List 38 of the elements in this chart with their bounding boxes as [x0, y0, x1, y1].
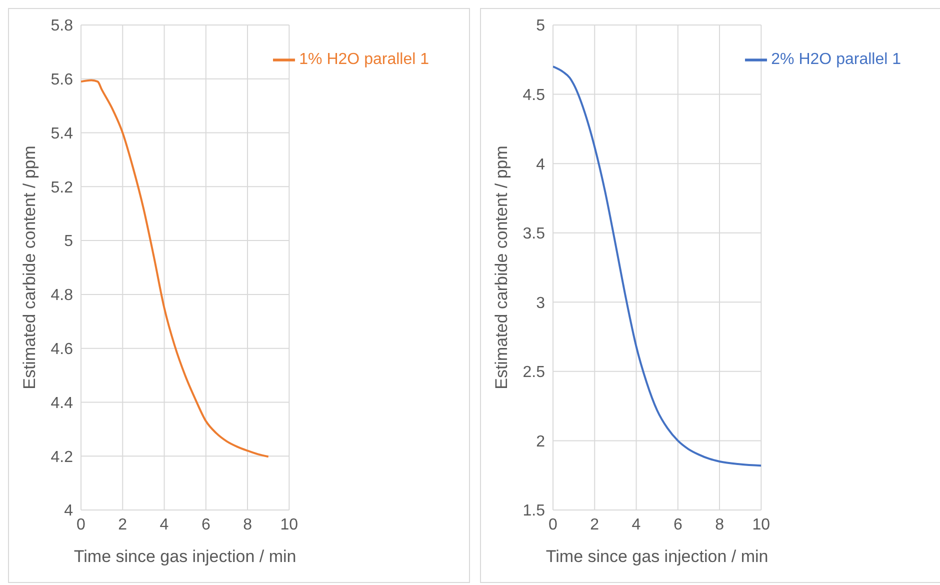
- x-tick-label: 2: [590, 516, 600, 534]
- y-tick-label: 5.6: [50, 72, 74, 89]
- y-tick-label: 2: [536, 433, 546, 450]
- y-tick-label: 5: [64, 233, 74, 250]
- y-tick-label: 4.6: [50, 341, 74, 358]
- y-tick-label: 4.4: [50, 394, 74, 412]
- y-tick-label: 4.2: [50, 448, 74, 466]
- y-tick-label: 2.5: [522, 364, 546, 382]
- x-tick-label: 4: [632, 516, 641, 534]
- y-tick-label: 1.5: [522, 502, 546, 520]
- legend-label: 2% H2O parallel 1: [771, 51, 901, 68]
- x-tick-label: 10: [280, 516, 298, 534]
- x-axis-title: Time since gas injection / min: [546, 547, 768, 566]
- x-tick-label: 2: [118, 516, 128, 534]
- x-tick-label: 0: [548, 516, 558, 534]
- y-tick-label: 5: [536, 18, 546, 35]
- x-tick-label: 6: [201, 516, 210, 534]
- y-tick-label: 5.2: [50, 179, 74, 196]
- y-tick-label: 4.8: [50, 287, 74, 304]
- y-axis-title: Estimated carbide content / ppm: [492, 146, 512, 390]
- x-tick-label: 0: [76, 516, 86, 534]
- y-axis-title: Estimated carbide content / ppm: [20, 146, 40, 390]
- line-series: [81, 79, 270, 458]
- x-tick-label: 8: [243, 516, 252, 534]
- y-tick-label: 4: [64, 502, 74, 520]
- y-tick-label: 4: [536, 156, 546, 174]
- y-tick-label: 3: [536, 294, 546, 312]
- y-tick-label: 5.4: [50, 125, 74, 142]
- x-axis-title: Time since gas injection / min: [74, 547, 296, 566]
- x-tick-label: 6: [673, 516, 682, 534]
- y-tick-label: 4.5: [522, 86, 546, 104]
- y-tick-label: 5.8: [50, 18, 74, 35]
- line-series: [553, 66, 762, 467]
- x-tick-label: 4: [160, 516, 169, 534]
- x-tick-label: 10: [752, 516, 770, 534]
- legend-label: 1% H2O parallel 1: [299, 51, 429, 68]
- y-tick-label: 3.5: [522, 226, 546, 243]
- x-tick-label: 8: [715, 516, 724, 534]
